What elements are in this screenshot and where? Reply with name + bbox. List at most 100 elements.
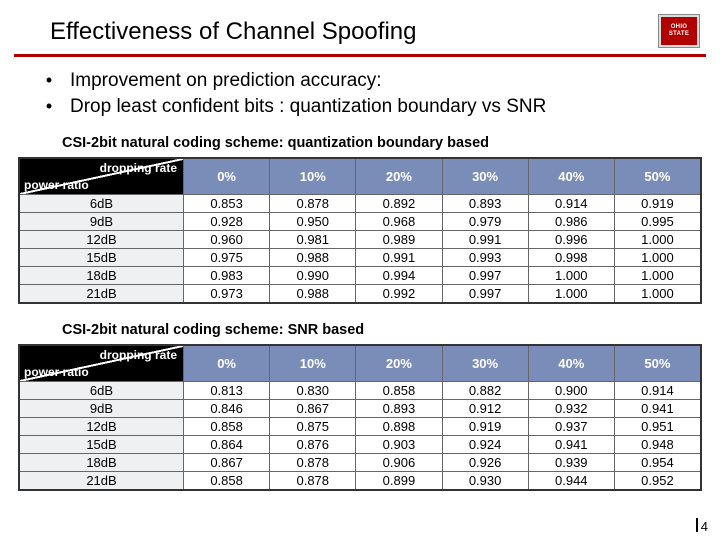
table-cell: 1.000 [529, 267, 615, 285]
table1-caption: CSI-2bit natural coding scheme: quantiza… [0, 127, 720, 155]
table-cell: 0.882 [443, 382, 529, 400]
table-cell: 0.930 [443, 472, 529, 489]
table-cell: 0.919 [615, 195, 700, 213]
table-cell: 0.864 [184, 436, 270, 454]
table-row-header: 12dB [20, 418, 184, 436]
table-cell: 0.983 [184, 267, 270, 285]
table-column-header: 30% [443, 159, 529, 195]
table-column-header: 20% [356, 346, 442, 382]
table-cell: 0.975 [184, 249, 270, 267]
table-cell: 1.000 [615, 231, 700, 249]
table-column-header: 0% [184, 159, 270, 195]
table-cell: 0.914 [529, 195, 615, 213]
table-cell: 1.000 [529, 285, 615, 302]
table-cell: 0.878 [270, 472, 356, 489]
table-row-header: 9dB [20, 400, 184, 418]
table-cell: 0.813 [184, 382, 270, 400]
header-rule [14, 54, 706, 57]
table-row-header: 21dB [20, 472, 184, 489]
table-cell: 0.867 [184, 454, 270, 472]
table-cell: 0.830 [270, 382, 356, 400]
table-cell: 0.948 [615, 436, 700, 454]
table-column-header: 0% [184, 346, 270, 382]
bullet-item: • Improvement on prediction accuracy: [44, 69, 692, 93]
table-cell: 0.858 [184, 418, 270, 436]
page-number: 4 [701, 519, 708, 534]
bullet-list: • Improvement on prediction accuracy: • … [0, 69, 720, 127]
table-cell: 0.875 [270, 418, 356, 436]
table-cell: 0.988 [270, 285, 356, 302]
table-row-header: 12dB [20, 231, 184, 249]
slide-header: Effectiveness of Channel Spoofing OHIOST… [0, 0, 720, 52]
table-cell: 0.992 [356, 285, 442, 302]
table2-caption: CSI-2bit natural coding scheme: SNR base… [0, 308, 720, 342]
ohio-state-logo: OHIOSTATE [658, 14, 706, 54]
table-cell: 0.997 [443, 285, 529, 302]
table2: dropping ratepower ratio0%10%20%30%40%50… [18, 344, 702, 491]
table-cell: 0.937 [529, 418, 615, 436]
bullet-item: • Drop least confident bits : quantizati… [44, 95, 692, 119]
table-cell: 0.968 [356, 213, 442, 231]
table-row-header: 9dB [20, 213, 184, 231]
table-cell: 0.878 [270, 454, 356, 472]
table-row-header: 18dB [20, 454, 184, 472]
table-cell: 0.906 [356, 454, 442, 472]
table-corner: dropping ratepower ratio [20, 159, 184, 195]
table-column-header: 50% [615, 346, 700, 382]
table-corner: dropping ratepower ratio [20, 346, 184, 382]
table-cell: 0.892 [356, 195, 442, 213]
table-cell: 0.919 [443, 418, 529, 436]
table-cell: 0.924 [443, 436, 529, 454]
table-cell: 0.988 [270, 249, 356, 267]
table-cell: 0.990 [270, 267, 356, 285]
slide-title: Effectiveness of Channel Spoofing [50, 18, 692, 46]
table-cell: 0.893 [443, 195, 529, 213]
table-cell: 0.903 [356, 436, 442, 454]
table-cell: 0.867 [270, 400, 356, 418]
table-cell: 0.939 [529, 454, 615, 472]
bullet-dot: • [44, 69, 54, 93]
table-cell: 0.979 [443, 213, 529, 231]
table-cell: 0.952 [615, 472, 700, 489]
table-cell: 0.994 [356, 267, 442, 285]
table-cell: 0.996 [529, 231, 615, 249]
table-cell: 0.893 [356, 400, 442, 418]
table-cell: 1.000 [615, 285, 700, 302]
table-column-header: 40% [529, 159, 615, 195]
table-row-header: 15dB [20, 436, 184, 454]
table-row-header: 18dB [20, 267, 184, 285]
table-cell: 0.991 [356, 249, 442, 267]
table-cell: 0.960 [184, 231, 270, 249]
table-cell: 0.995 [615, 213, 700, 231]
table-cell: 0.858 [184, 472, 270, 489]
table-row-header: 6dB [20, 382, 184, 400]
bullet-dot: • [44, 95, 54, 119]
table-cell: 0.951 [615, 418, 700, 436]
table-cell: 0.998 [529, 249, 615, 267]
table-cell: 0.941 [529, 436, 615, 454]
table-cell: 1.000 [615, 267, 700, 285]
table-cell: 0.853 [184, 195, 270, 213]
table-cell: 0.973 [184, 285, 270, 302]
table-cell: 0.989 [356, 231, 442, 249]
table-column-header: 20% [356, 159, 442, 195]
bullet-text: Drop least confident bits : quantization… [70, 95, 546, 119]
table-cell: 1.000 [615, 249, 700, 267]
table-row-header: 15dB [20, 249, 184, 267]
table-cell: 0.981 [270, 231, 356, 249]
table-row-header: 21dB [20, 285, 184, 302]
table-column-header: 10% [270, 346, 356, 382]
table-cell: 0.993 [443, 249, 529, 267]
table-cell: 0.900 [529, 382, 615, 400]
table-cell: 0.941 [615, 400, 700, 418]
table-cell: 0.986 [529, 213, 615, 231]
table-cell: 0.876 [270, 436, 356, 454]
table-column-header: 30% [443, 346, 529, 382]
table-cell: 0.878 [270, 195, 356, 213]
bullet-text: Improvement on prediction accuracy: [70, 69, 382, 93]
table-cell: 0.846 [184, 400, 270, 418]
table-cell: 0.898 [356, 418, 442, 436]
table-cell: 0.928 [184, 213, 270, 231]
table-cell: 0.914 [615, 382, 700, 400]
table-row-header: 6dB [20, 195, 184, 213]
